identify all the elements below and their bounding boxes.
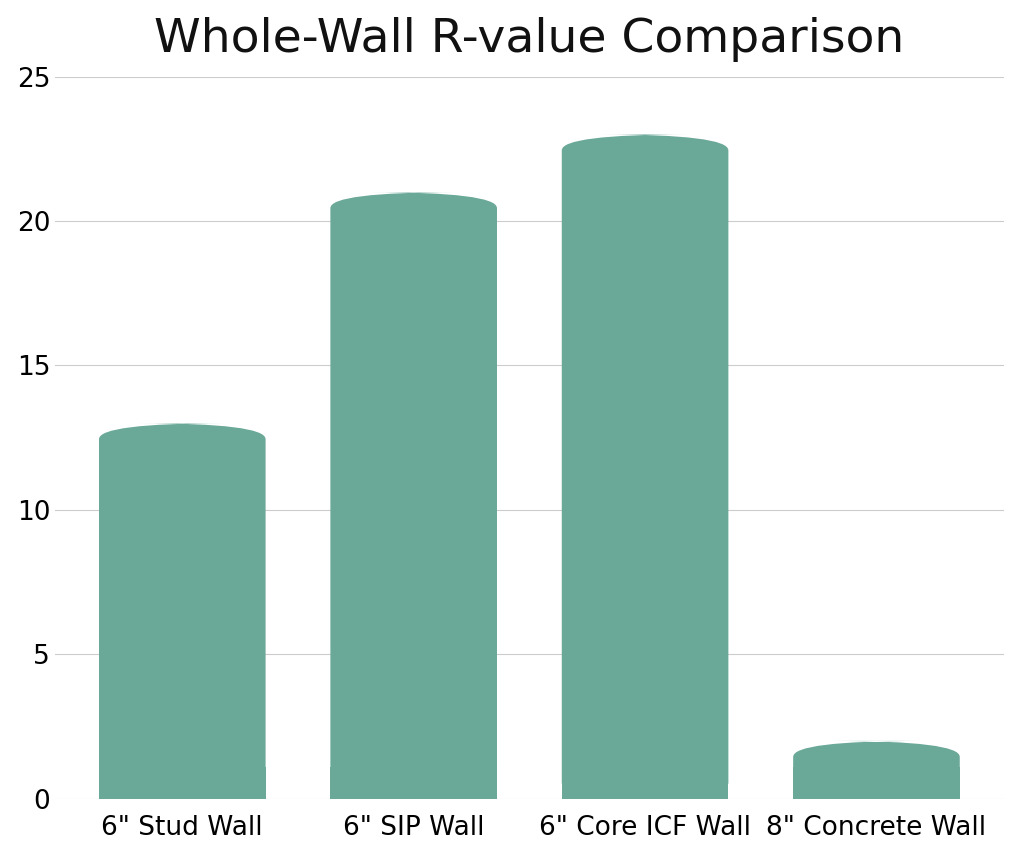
Bar [794, 767, 959, 799]
FancyBboxPatch shape [794, 741, 959, 799]
Bar [99, 767, 265, 799]
FancyBboxPatch shape [331, 192, 497, 799]
FancyBboxPatch shape [562, 135, 728, 799]
FancyBboxPatch shape [99, 423, 265, 799]
Bar [562, 767, 728, 799]
Bar [331, 767, 497, 799]
Title: Whole-Wall R-value Comparison: Whole-Wall R-value Comparison [155, 16, 904, 62]
